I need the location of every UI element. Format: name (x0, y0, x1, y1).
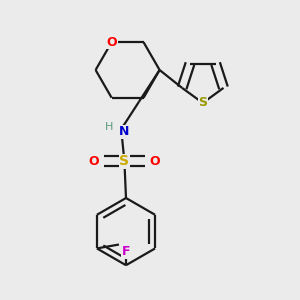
Text: S: S (119, 154, 129, 168)
Text: S: S (198, 97, 207, 110)
Text: O: O (89, 155, 99, 168)
Text: O: O (106, 36, 117, 49)
Text: O: O (149, 155, 160, 168)
Text: N: N (118, 125, 129, 138)
Text: H: H (105, 122, 113, 132)
Text: F: F (122, 245, 130, 258)
